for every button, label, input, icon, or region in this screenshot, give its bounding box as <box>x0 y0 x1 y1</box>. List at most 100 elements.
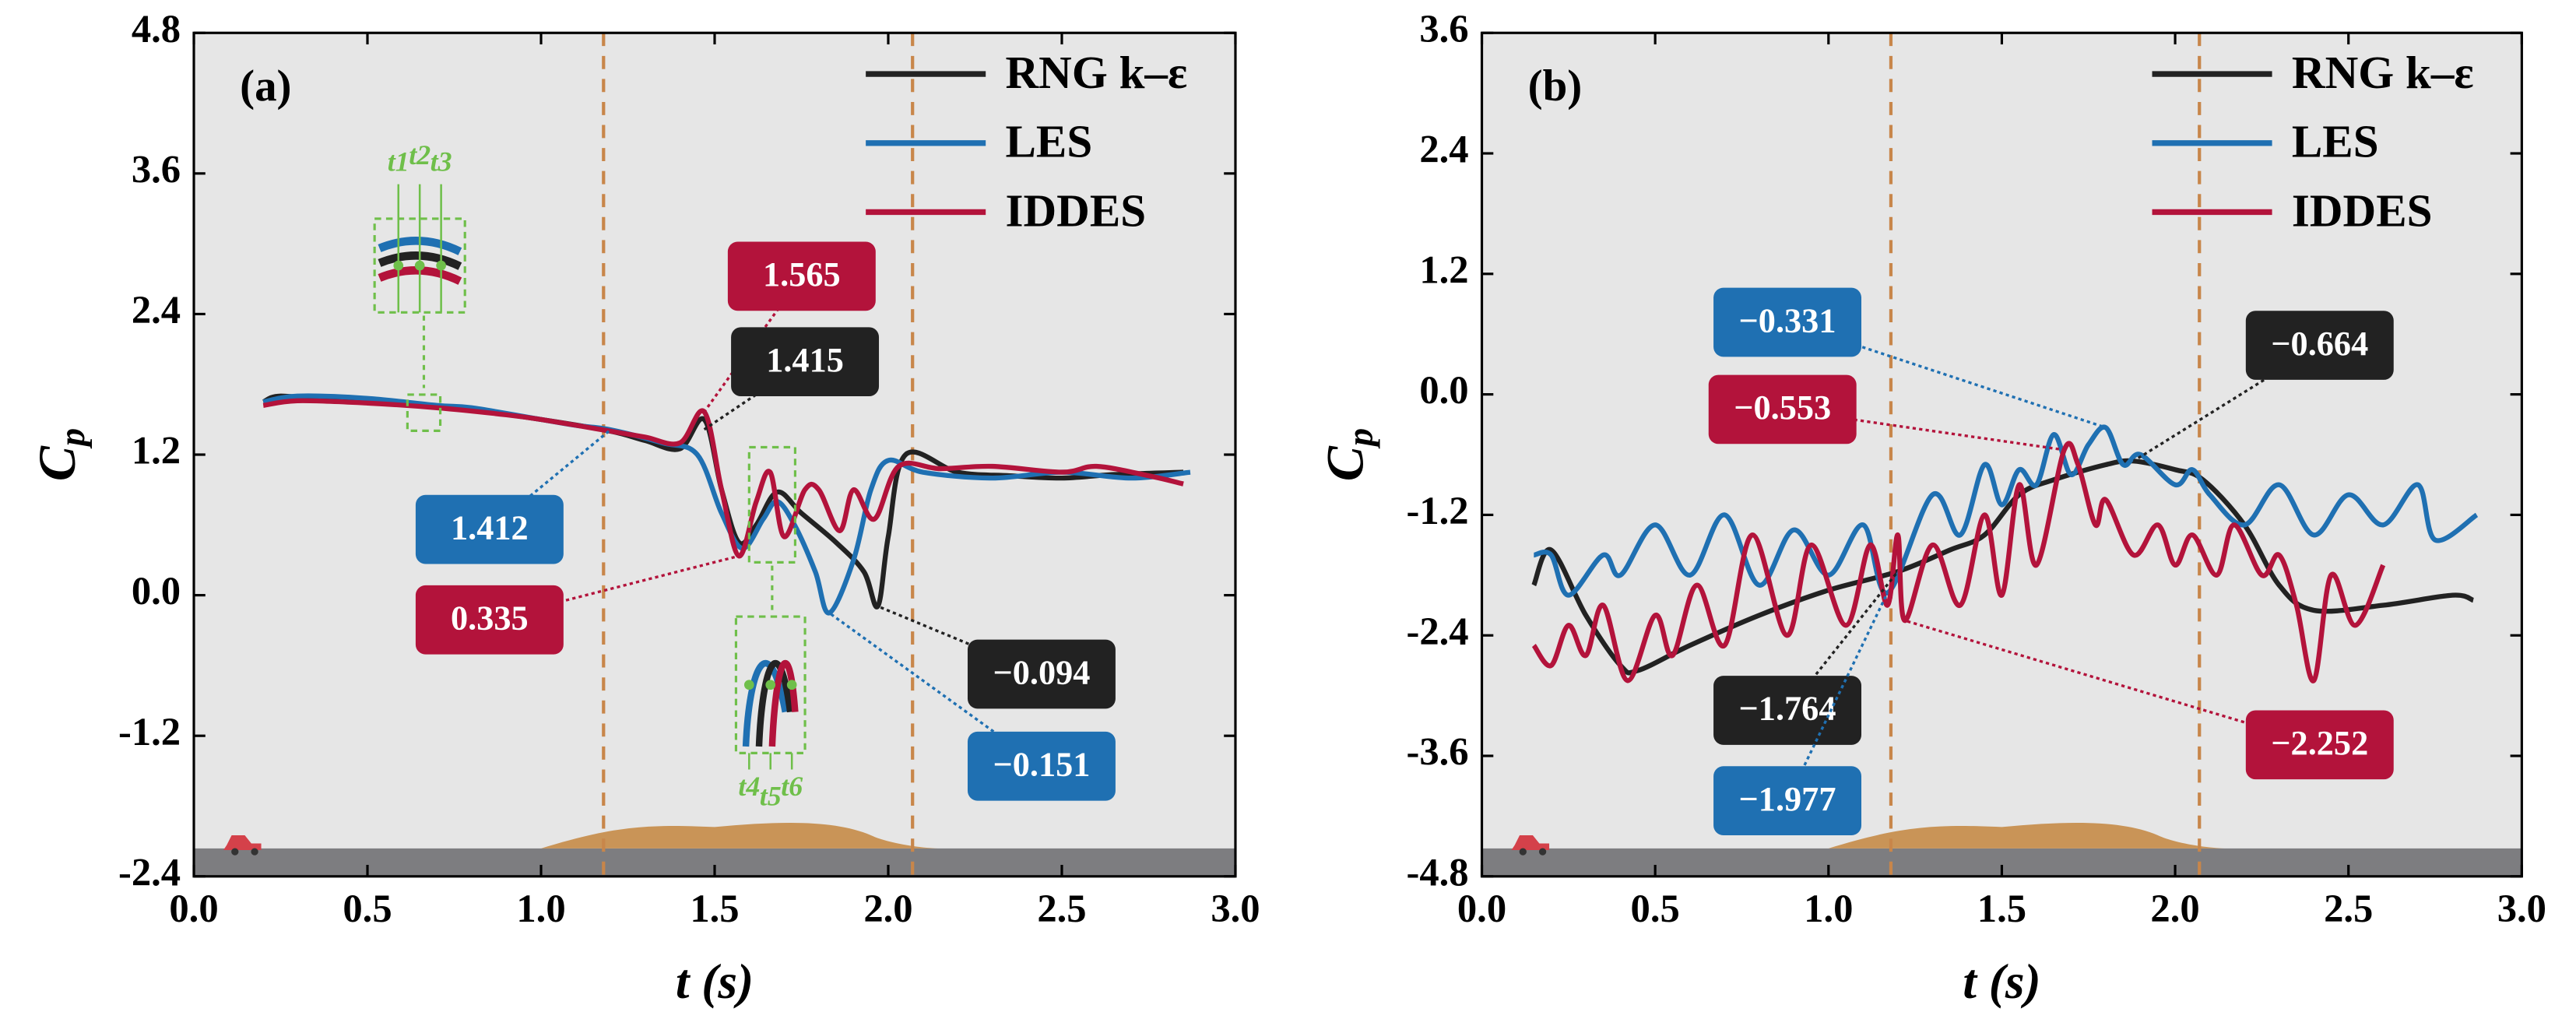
annotation-box <box>2245 710 2394 780</box>
inset-dot <box>436 260 446 271</box>
annotation-label: −0.331 <box>1739 300 1836 339</box>
annotation-box <box>967 639 1116 709</box>
x-axis-label: t (s) <box>1963 954 2040 1009</box>
annotation-label: −1.977 <box>1739 779 1836 818</box>
terrain <box>1828 823 2227 849</box>
x-tick-label: 3.0 <box>2497 887 2546 930</box>
y-axis-label-main: C <box>28 445 86 481</box>
series-line <box>262 393 1191 616</box>
series-line <box>262 398 1184 559</box>
x-tick-label: 2.0 <box>2150 887 2199 930</box>
car-wheel <box>231 848 239 856</box>
y-tick-label: -2.4 <box>118 850 181 894</box>
x-tick-label: 1.0 <box>516 887 565 930</box>
legend-label: RNG k–ε <box>2292 47 2474 98</box>
series-line <box>1533 424 2479 598</box>
annotation-box <box>415 494 564 564</box>
inset-label: t6 <box>781 771 803 802</box>
x-tick-label: 1.5 <box>1977 887 2026 930</box>
y-tick-label: 3.6 <box>1419 7 1468 51</box>
car-wheel <box>1538 848 1547 856</box>
annotation-box <box>727 241 876 311</box>
x-tick-label: 0.0 <box>169 887 218 930</box>
annotation-box <box>1713 287 1862 357</box>
y-tick-label: 2.4 <box>1419 128 1468 171</box>
annotation-label: 0.335 <box>451 599 529 638</box>
y-tick-label: -2.4 <box>1406 610 1468 653</box>
inset-dot <box>393 260 404 271</box>
annotation-label: 1.412 <box>451 508 529 546</box>
y-tick-label: -1.2 <box>1406 489 1468 532</box>
legend-label: LES <box>1006 116 1093 167</box>
y-tick-label: -3.6 <box>1406 730 1468 774</box>
annotation-label: −1.764 <box>1739 689 1836 728</box>
inset-dot <box>786 680 797 690</box>
inset-label: t2 <box>409 139 431 170</box>
y-axis-label-main: C <box>1316 445 1374 481</box>
x-tick-label: 0.5 <box>343 887 392 930</box>
annotation-label: −2.252 <box>2271 723 2368 762</box>
annotation-leader <box>828 611 1042 768</box>
inset-dot <box>414 260 425 271</box>
inset-box <box>734 615 807 754</box>
annotation-label: 1.415 <box>766 340 844 379</box>
y-tick-label: -4.8 <box>1406 850 1468 894</box>
y-tick-label: 1.2 <box>132 429 181 473</box>
x-tick-label: 2.5 <box>1037 887 1086 930</box>
y-tick-label: -1.2 <box>118 710 181 754</box>
series-line <box>1531 441 2386 683</box>
y-axis-label: Cp <box>28 428 93 481</box>
annotation-label: 1.565 <box>763 255 841 293</box>
y-tick-label: 2.4 <box>132 288 181 332</box>
inset-label: t3 <box>431 146 452 177</box>
inset-label: t1 <box>388 146 409 177</box>
annotation-box <box>967 731 1116 801</box>
x-tick-label: 2.0 <box>863 887 912 930</box>
x-tick-label: 2.5 <box>2324 887 2373 930</box>
inset-dot <box>765 680 776 690</box>
inset-source <box>406 393 442 432</box>
car <box>1511 835 1550 850</box>
y-tick-label: 0.0 <box>132 569 181 613</box>
y-tick-label: 0.0 <box>1419 368 1468 412</box>
annotation-box <box>415 585 564 655</box>
x-axis-label: t (s) <box>676 954 754 1009</box>
car-wheel <box>251 848 258 856</box>
annotation-label: −0.664 <box>2271 324 2368 363</box>
annotation-leader <box>1786 592 1889 802</box>
y-tick-label: 1.2 <box>1419 248 1468 291</box>
annotation-box <box>2245 311 2394 380</box>
terrain <box>541 823 940 849</box>
inset-label: t4 <box>738 771 760 802</box>
x-tick-label: 3.0 <box>1211 887 1260 930</box>
inset-dot <box>743 680 754 690</box>
x-tick-label: 1.0 <box>1804 887 1853 930</box>
y-axis-label: Cp <box>1316 428 1380 481</box>
inset-curve <box>755 659 794 747</box>
y-axis-label-sub: p <box>1341 428 1380 449</box>
car <box>223 835 262 850</box>
car-wheel <box>1519 848 1527 856</box>
x-tick-label: 0.0 <box>1457 887 1506 930</box>
annotation-label: −0.151 <box>993 745 1090 784</box>
legend-label: IDDES <box>2292 184 2433 236</box>
inset-source <box>747 445 796 564</box>
annotation-label: −0.094 <box>993 652 1090 691</box>
panel-label: (a) <box>240 61 291 111</box>
annotation-box <box>1713 766 1862 835</box>
panel-label: (b) <box>1528 61 1583 111</box>
legend-label: RNG k–ε <box>1006 47 1188 98</box>
y-tick-label: 3.6 <box>132 147 181 191</box>
inset-label: t5 <box>760 781 782 812</box>
legend-label: LES <box>2292 116 2379 167</box>
annotation-label: −0.553 <box>1734 388 1831 427</box>
annotation-box <box>1708 374 1857 444</box>
y-tick-label: 4.8 <box>132 7 181 51</box>
y-axis-label-sub: p <box>53 428 93 449</box>
x-tick-label: 1.5 <box>690 887 739 930</box>
annotation-box <box>731 327 880 397</box>
annotation-box <box>1713 676 1862 745</box>
x-tick-label: 0.5 <box>1631 887 1680 930</box>
legend-label: IDDES <box>1006 184 1147 236</box>
